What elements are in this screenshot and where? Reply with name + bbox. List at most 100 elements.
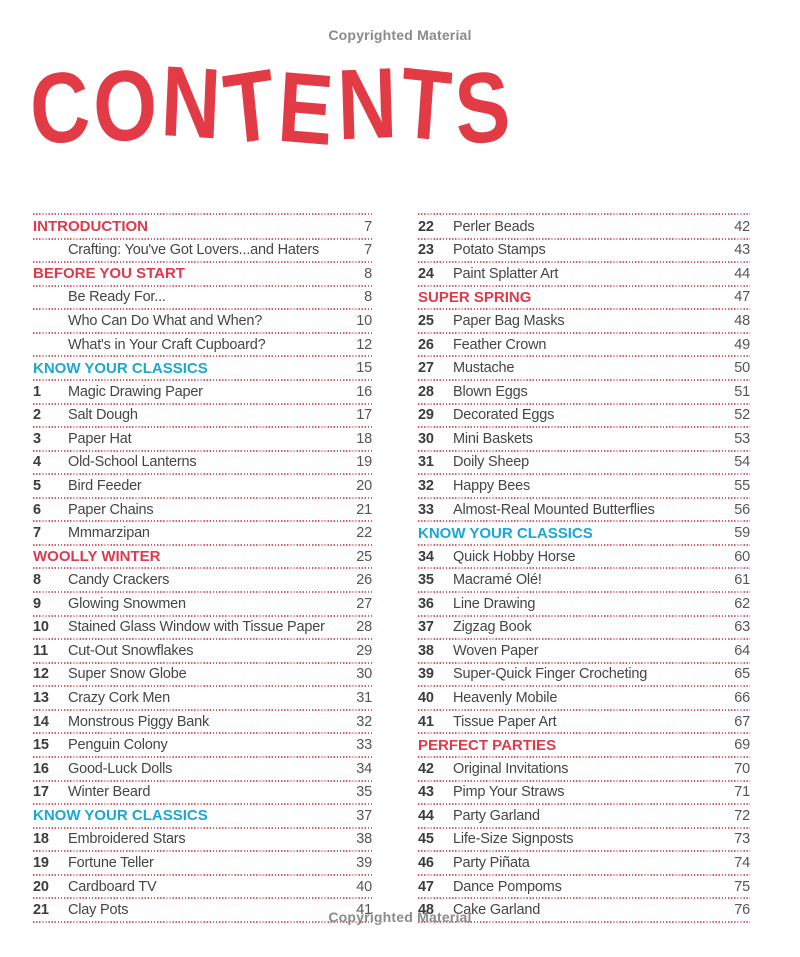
toc-entry: 37 Zigzag Book 63 xyxy=(418,616,750,640)
toc-entry: What's in Your Craft Cupboard? 12 xyxy=(33,333,372,357)
entry-number: 25 xyxy=(418,313,434,330)
entry-label: Fortune Teller xyxy=(68,854,154,871)
entry-number: 44 xyxy=(418,807,434,824)
page-number: 32 xyxy=(356,713,372,730)
entry-label: Salt Dough xyxy=(68,407,138,424)
toc-entry: 34 Quick Hobby Horse 60 xyxy=(418,545,750,569)
section-label: KNOW YOUR CLASSICS xyxy=(33,807,208,825)
toc-section-header: PERFECT PARTIES 69 xyxy=(418,733,750,758)
page-number: 63 xyxy=(734,619,750,636)
toc-section-header: SUPER SPRING 47 xyxy=(418,286,750,310)
toc-entry: 24 Paint Splatter Art 44 xyxy=(418,262,750,287)
page-number: 59 xyxy=(734,525,750,542)
page-number: 16 xyxy=(356,383,372,400)
toc-entry: 26 Feather Crown 49 xyxy=(418,333,750,357)
page-number: 10 xyxy=(356,313,372,330)
toc-section-header: BEFORE YOU START 8 xyxy=(33,262,372,287)
page-number: 34 xyxy=(356,760,372,777)
title-letter: E xyxy=(275,50,341,168)
entry-label: Clay Pots xyxy=(68,902,129,919)
entry-label: Heavenly Mobile xyxy=(453,690,558,707)
entry-number: 46 xyxy=(418,854,434,871)
page-number: 47 xyxy=(734,289,750,306)
page-number: 50 xyxy=(734,360,750,377)
entry-label: What's in Your Craft Cupboard? xyxy=(68,336,266,353)
page-number: 43 xyxy=(734,242,750,259)
entry-number: 39 xyxy=(418,666,434,683)
entry-number: 11 xyxy=(33,642,48,659)
entry-label: Original Invitations xyxy=(453,760,569,777)
entry-label: Super-Quick Finger Crocheting xyxy=(453,666,648,683)
entry-label: Crazy Cork Men xyxy=(68,690,170,707)
toc-column-left: INTRODUCTION 7 Crafting: You've Got Lovers… xyxy=(33,213,372,923)
entry-label: Life-Size Signposts xyxy=(453,831,574,848)
toc-entry: 21 Clay Pots 41 xyxy=(33,898,372,923)
entry-number: 38 xyxy=(418,642,434,659)
toc-entry: 2 Salt Dough 17 xyxy=(33,404,372,428)
page-number: 69 xyxy=(734,737,750,754)
toc-entry: 11 Cut-Out Snowflakes 29 xyxy=(33,639,372,664)
entry-label: Almost-Real Mounted Butterflies xyxy=(453,501,655,518)
entry-label: Mmmarzipan xyxy=(68,525,150,542)
toc-entry: 38 Woven Paper 64 xyxy=(418,639,750,664)
entry-number: 41 xyxy=(418,713,434,730)
entry-number: 6 xyxy=(33,501,41,518)
copyright-notice-bottom: Copyrighted Material xyxy=(328,909,472,925)
toc-entry: 43 Pimp Your Straws 71 xyxy=(418,781,750,805)
entry-number: 45 xyxy=(418,831,434,848)
entry-label: Paper Hat xyxy=(68,430,132,447)
entry-label: Old-School Lanterns xyxy=(68,454,197,471)
entry-number: 33 xyxy=(418,501,434,518)
toc-entry: 19 Fortune Teller 39 xyxy=(33,851,372,876)
page-number: 70 xyxy=(734,760,750,777)
entry-label: Zigzag Book xyxy=(453,619,532,636)
entry-number: 30 xyxy=(418,430,434,447)
page-number: 73 xyxy=(734,831,750,848)
section-label: PERFECT PARTIES xyxy=(418,736,557,754)
entry-label: Pimp Your Straws xyxy=(453,784,565,801)
entry-label: Feather Crown xyxy=(453,336,547,353)
entry-label: Super Snow Globe xyxy=(68,666,187,683)
toc-entry: 15 Penguin Colony 33 xyxy=(33,733,372,758)
entry-number: 20 xyxy=(33,878,49,895)
entry-label: Perler Beads xyxy=(453,218,535,235)
page-number: 25 xyxy=(356,548,372,565)
entry-label: Potato Stamps xyxy=(453,242,546,259)
toc-entry: 36 Line Drawing 62 xyxy=(418,592,750,617)
toc-entry: 5 Bird Feeder 20 xyxy=(33,474,372,499)
toc-entry: 39 Super-Quick Finger Crocheting 65 xyxy=(418,663,750,687)
toc-entry: 3 Paper Hat 18 xyxy=(33,427,372,452)
entry-number: 37 xyxy=(418,619,434,636)
entry-label: Mustache xyxy=(453,360,515,377)
entry-number: 48 xyxy=(418,902,434,919)
page-number: 21 xyxy=(356,501,372,518)
toc-section-header: WOOLLY WINTER 25 xyxy=(33,545,372,569)
entry-label: Cut-Out Snowflakes xyxy=(68,642,194,659)
entry-number: 34 xyxy=(418,548,434,565)
toc-entry: 44 Party Garland 72 xyxy=(418,804,750,829)
page-number: 51 xyxy=(734,383,750,400)
page-number: 71 xyxy=(734,784,750,801)
entry-number: 13 xyxy=(33,690,49,707)
page-number: 67 xyxy=(734,713,750,730)
entry-number: 32 xyxy=(418,477,434,494)
entry-label: Who Can Do What and When? xyxy=(68,313,263,330)
entry-label: Happy Bees xyxy=(453,477,530,494)
toc-entry: 46 Party Piñata 74 xyxy=(418,851,750,876)
entry-label: Crafting: You've Got Lovers...and Haters xyxy=(68,242,320,259)
entry-label: Woven Paper xyxy=(453,642,539,659)
entry-number: 29 xyxy=(418,407,434,424)
entry-number: 24 xyxy=(418,265,434,282)
toc-entry: 17 Winter Beard 35 xyxy=(33,781,372,805)
entry-number: 10 xyxy=(33,619,49,636)
page-number: 18 xyxy=(356,430,372,447)
entry-label: Good-Luck Dolls xyxy=(68,760,173,777)
toc-entry: 45 Life-Size Signposts 73 xyxy=(418,828,750,852)
entry-label: Glowing Snowmen xyxy=(68,595,186,612)
page-number: 37 xyxy=(356,807,372,824)
section-label: KNOW YOUR CLASSICS xyxy=(33,359,208,377)
page-number: 29 xyxy=(356,642,372,659)
page-number: 27 xyxy=(356,595,372,612)
toc-entry: 27 Mustache 50 xyxy=(418,356,750,381)
toc-entry: Crafting: You've Got Lovers...and Haters… xyxy=(33,239,372,263)
